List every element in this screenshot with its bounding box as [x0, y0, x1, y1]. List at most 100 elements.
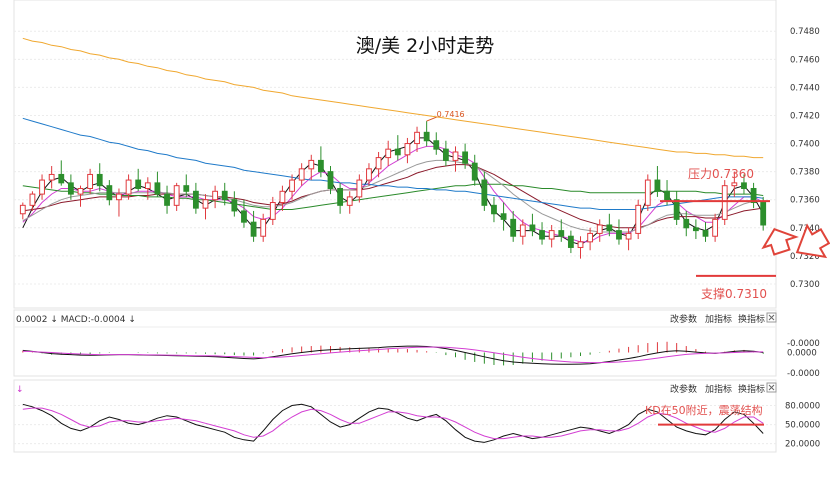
macd-header: 0.0002 ↓ MACD:-0.0004 ↓ — [16, 315, 136, 325]
candle-body — [212, 190, 219, 201]
price-y-tick: 0.7300 — [790, 280, 820, 290]
candle-body — [375, 157, 382, 170]
kd-y-tick: 80.0000 — [785, 402, 820, 412]
candle-body — [712, 218, 719, 237]
moving-average-line-4 — [22, 183, 764, 210]
candle-body — [692, 227, 699, 232]
price-y-tick: 0.7400 — [790, 140, 820, 150]
candle-body — [491, 204, 497, 215]
candle-body — [404, 143, 411, 156]
kd-y-axis: 80.0000 50.0000 20.0000 — [785, 402, 820, 450]
price-grid — [14, 30, 776, 285]
candle-body — [606, 224, 613, 232]
candle-body — [39, 179, 45, 195]
candle-body — [760, 202, 767, 226]
candle-body — [385, 148, 392, 159]
candlesticks — [19, 121, 767, 259]
macd-lines — [22, 345, 764, 365]
change-params-button[interactable]: 改参数 — [670, 383, 697, 395]
price-y-tick: 0.7420 — [790, 111, 820, 121]
candle-body — [125, 179, 132, 195]
close-icon[interactable] — [766, 382, 777, 393]
switch-indicator-button[interactable]: 换指标 — [738, 313, 765, 325]
candle-body — [173, 185, 180, 206]
candle-body — [750, 187, 757, 204]
candle-body — [654, 179, 661, 192]
candle-body — [116, 193, 122, 201]
price-y-tick: 0.7360 — [790, 196, 820, 206]
candle-body — [19, 204, 26, 215]
kd-d-line — [22, 407, 764, 440]
macd-y-tick: -0.0000 — [787, 369, 820, 379]
candle-body — [644, 179, 651, 206]
candle-body — [96, 173, 103, 187]
resistance-label: 压力0.7360 — [688, 167, 754, 181]
candle-body — [433, 140, 440, 150]
candle-body — [539, 230, 545, 240]
candle-body — [260, 218, 267, 237]
macd-y-axis: 0.0000-0.0000-0.0000 — [787, 339, 820, 379]
candle-body — [673, 199, 680, 220]
candle-body — [289, 179, 295, 192]
resistance-annotation: 压力0.7360 — [660, 167, 770, 203]
candle-body — [741, 182, 747, 189]
candle-body — [337, 187, 344, 206]
kd-grid — [14, 405, 776, 445]
candle-body — [414, 131, 420, 145]
kd-y-tick: 20.0000 — [785, 440, 820, 450]
candle-body — [500, 213, 507, 220]
kd-buttons: 改参数 加指标 换指标 — [670, 382, 777, 395]
candle-body — [135, 179, 142, 189]
candle-body — [587, 232, 594, 243]
candle-body — [279, 190, 286, 204]
add-indicator-button[interactable]: 加指标 — [705, 383, 732, 395]
candle-body — [202, 199, 209, 209]
candle-body — [366, 168, 372, 181]
candle-body — [77, 187, 84, 195]
candle-body — [625, 232, 632, 240]
candle-body — [510, 218, 517, 237]
candle-body — [144, 182, 151, 189]
kd-lines — [22, 403, 764, 443]
candle-body — [67, 182, 74, 195]
candle-body — [452, 151, 459, 161]
candle-body — [664, 190, 670, 201]
candle-body — [442, 148, 449, 161]
peak-leader-line — [426, 116, 437, 122]
candle-body — [548, 230, 555, 240]
candle-body — [731, 182, 738, 187]
switch-indicator-button[interactable]: 换指标 — [738, 383, 765, 395]
moving-average-line-7 — [22, 37, 764, 159]
price-y-tick: 0.7460 — [790, 55, 820, 65]
candle-body — [183, 185, 190, 192]
candle-body — [87, 173, 94, 189]
macd-dea-line — [22, 346, 764, 364]
kd-y-tick: 50.0000 — [785, 421, 820, 431]
peak-label: 0.7416 — [437, 110, 465, 119]
candle-body — [423, 131, 430, 142]
support-label: 支撑0.7310 — [701, 286, 767, 301]
close-icon[interactable] — [766, 312, 777, 323]
candle-body — [529, 224, 536, 232]
candle-body — [577, 241, 584, 248]
candle-body — [346, 196, 353, 206]
candle-body — [481, 179, 488, 206]
candle-body — [558, 230, 565, 237]
price-y-axis: 0.7480 0.7460 0.7440 0.7420 0.7400 0.7380 0.73… — [790, 27, 820, 290]
macd-panel: 0.0002 ↓ MACD:-0.0004 ↓ 改参数 加指标 换指标 0.00… — [13, 309, 820, 379]
add-indicator-button[interactable]: 加指标 — [705, 313, 732, 325]
candle-body — [164, 193, 170, 206]
candle-body — [327, 171, 334, 189]
candle-body — [683, 218, 690, 229]
candle-body — [192, 190, 199, 209]
candle-body — [616, 230, 622, 240]
price-y-tick: 0.7380 — [790, 168, 820, 178]
macd-panel-frame — [13, 309, 777, 377]
candle-body — [308, 159, 315, 170]
candle-body — [106, 185, 113, 201]
candle-body — [317, 159, 324, 173]
macd-y-tick: -0.0000 — [787, 339, 820, 349]
change-params-button[interactable]: 改参数 — [670, 313, 697, 325]
candle-body — [702, 230, 709, 237]
candle-body — [298, 168, 305, 181]
